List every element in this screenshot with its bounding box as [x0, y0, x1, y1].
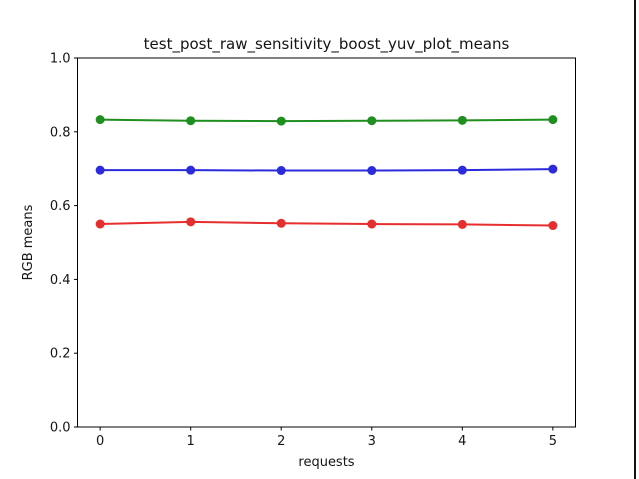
axes-frame — [77, 57, 576, 428]
data-point-blue-5 — [548, 164, 558, 174]
data-point-red-0 — [95, 219, 105, 229]
data-point-green-1 — [186, 116, 196, 126]
y-tick-label: 1.0 — [50, 52, 71, 67]
data-point-red-5 — [548, 221, 558, 231]
x-axis-label: requests — [298, 455, 354, 470]
data-point-red-4 — [457, 219, 467, 229]
data-point-green-5 — [548, 115, 558, 125]
data-point-blue-2 — [276, 166, 286, 176]
plot-area: 0.0 0.2 0.4 0.6 0.8 1.0 0 1 2 3 4 5 — [50, 52, 576, 449]
y-tick-label: 0.8 — [50, 125, 71, 140]
data-point-green-3 — [367, 116, 377, 126]
data-point-blue-4 — [457, 165, 467, 175]
screen-right-edge — [634, 0, 636, 479]
y-axis-label: RGB means — [21, 204, 36, 280]
y-tick-label: 0.2 — [50, 347, 71, 362]
x-tick-label: 2 — [277, 434, 285, 449]
series-line-green — [99, 118, 554, 123]
data-point-red-3 — [367, 219, 377, 229]
data-point-red-2 — [276, 218, 286, 228]
data-point-blue-0 — [95, 165, 105, 175]
y-tick-label: 0.0 — [50, 421, 71, 436]
series-line-red — [99, 220, 554, 227]
y-tick-label: 0.6 — [50, 199, 71, 214]
data-point-green-2 — [276, 116, 286, 126]
chart-title: test_post_raw_sensitivity_boost_yuv_plot… — [144, 35, 510, 54]
data-point-blue-1 — [186, 165, 196, 175]
x-tick-label: 0 — [96, 434, 104, 449]
x-tick-label: 3 — [368, 434, 376, 449]
data-point-green-0 — [95, 115, 105, 125]
data-point-blue-3 — [367, 166, 377, 176]
data-point-red-1 — [186, 217, 196, 227]
data-point-green-4 — [457, 115, 467, 125]
x-tick-label: 5 — [549, 434, 557, 449]
y-tick-label: 0.4 — [50, 273, 71, 288]
series-line-blue — [99, 168, 554, 172]
x-tick-label: 4 — [458, 434, 466, 449]
x-tick-label: 1 — [187, 434, 195, 449]
